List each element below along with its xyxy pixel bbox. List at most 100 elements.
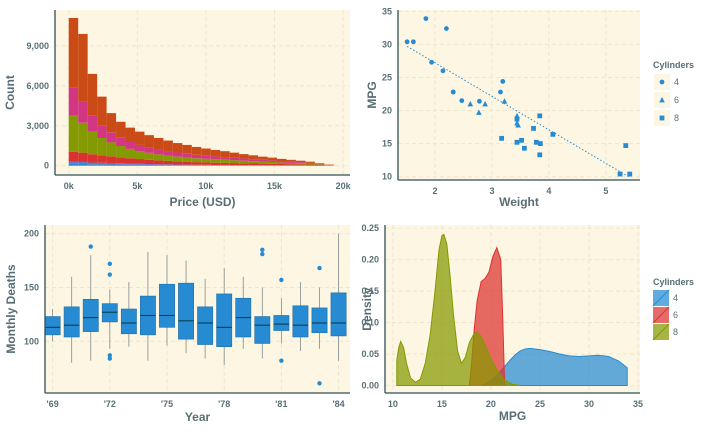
box-body: [216, 293, 233, 347]
histogram-bar: [125, 127, 135, 142]
histogram-bar: [134, 163, 145, 165]
legend-label: 6: [674, 95, 679, 105]
outlier-point: [317, 381, 322, 386]
histogram-bar: [182, 144, 192, 154]
histogram-bar: [267, 161, 278, 164]
histogram-bar: [144, 147, 154, 153]
histogram-bar: [78, 122, 88, 153]
tick-labels: 2 3 4 5 10 15 20 25 30 35: [382, 6, 608, 196]
scatter-point: [522, 145, 527, 151]
histogram-bar: [172, 164, 183, 166]
histogram-bar: [153, 154, 164, 161]
histogram-bar: [153, 149, 164, 155]
histogram-bar: [163, 151, 173, 156]
box-body: [254, 316, 271, 344]
histogram-bar: [87, 73, 98, 116]
histogram-bar: [201, 155, 211, 159]
histogram-bar: [68, 17, 79, 88]
tick-labels: '69 '72 '75 '78 '81 '84 100 150 200: [24, 229, 345, 409]
mpg-density-panel: 10 15 20 25 30 35 0.00 0.05 0.10 0.15 0.20 0.25 MPG…: [360, 223, 694, 423]
histogram-bar: [97, 155, 107, 163]
histogram-bar: [248, 161, 259, 164]
legend-marker: [659, 115, 665, 121]
scatter-point: [623, 143, 629, 149]
box-1983: [311, 265, 328, 386]
plot-background: [398, 10, 640, 180]
histogram-bars: [68, 17, 334, 166]
histogram-bar: [191, 164, 202, 166]
histogram-bar: [286, 162, 296, 165]
histogram-bar: [229, 163, 240, 166]
box-1979: [235, 276, 252, 349]
scatter-point: [617, 171, 623, 177]
y-axis-label: MPG: [365, 81, 379, 108]
scatter-points: [404, 16, 633, 178]
histogram-bar: [116, 163, 126, 165]
histogram-bar: [248, 163, 259, 166]
box-body: [63, 306, 80, 338]
boxes: [44, 233, 347, 386]
histogram-bar: [134, 151, 145, 160]
box-body: [197, 306, 214, 345]
histogram-bar: [116, 157, 126, 164]
x-tick-label: '72: [104, 399, 116, 409]
histogram-bar: [144, 164, 154, 166]
x-tick-label: 10k: [198, 181, 214, 191]
histogram-bar: [220, 157, 230, 160]
y-axis-label: Density: [360, 287, 374, 331]
scatter-point: [514, 116, 520, 122]
box-body: [159, 283, 175, 328]
legend-title: Cylinders: [653, 277, 694, 287]
box-body: [120, 308, 137, 335]
legend-label: 8: [674, 113, 679, 123]
legend-label: 6: [673, 310, 678, 320]
outlier-point: [107, 353, 113, 358]
outlier-point: [279, 277, 284, 283]
y-tick-label: 0.20: [361, 255, 379, 265]
legend-swatch-stroke: [652, 289, 670, 307]
histogram-bar: [182, 153, 192, 158]
histogram-bar: [286, 159, 296, 162]
histogram-bar: [305, 162, 315, 164]
x-tick-label: 4: [546, 186, 551, 196]
box-1980: [254, 247, 271, 359]
histogram-bar: [191, 146, 202, 155]
histogram-bar: [172, 165, 183, 166]
y-axis-label: Monthly Deaths: [4, 264, 18, 354]
histogram-bar: [106, 142, 117, 157]
histogram-bar: [267, 157, 278, 161]
histogram-bar: [277, 158, 287, 162]
histogram-bar: [97, 96, 107, 126]
histogram-bar: [134, 131, 145, 145]
histogram-bar: [314, 164, 325, 166]
histogram-bar: [144, 159, 154, 165]
histogram-bar: [201, 162, 211, 165]
outlier-point: [260, 247, 265, 252]
scatter-point: [531, 126, 536, 131]
histogram-bar: [87, 154, 98, 163]
box-body: [311, 307, 328, 333]
y-tick-label: 100: [24, 336, 39, 346]
histogram-bar: [201, 148, 211, 156]
x-tick-label: '78: [218, 399, 230, 409]
x-tick-label: 2: [433, 186, 438, 196]
x-tick-label: '81: [275, 399, 287, 409]
y-tick-label: 200: [24, 229, 39, 239]
histogram-bar: [239, 154, 249, 159]
axes: [397, 10, 640, 181]
scatter-point: [550, 131, 556, 137]
histogram-bar: [134, 164, 145, 166]
histogram-bar: [239, 158, 249, 161]
histogram-bar: [153, 160, 164, 165]
legend-swatch-stroke: [652, 323, 670, 341]
x-tick-label: 5: [603, 186, 608, 196]
histogram-bar: [78, 101, 88, 123]
scatter-point: [467, 100, 474, 107]
x-tick-label: 15k: [267, 181, 283, 191]
histogram-bar: [248, 155, 259, 160]
box-body: [82, 299, 99, 332]
y-tick-label: 0.15: [361, 286, 379, 296]
y-tick-label: 15: [382, 139, 392, 149]
histogram-bar: [116, 137, 126, 146]
box-1981: [273, 277, 290, 363]
